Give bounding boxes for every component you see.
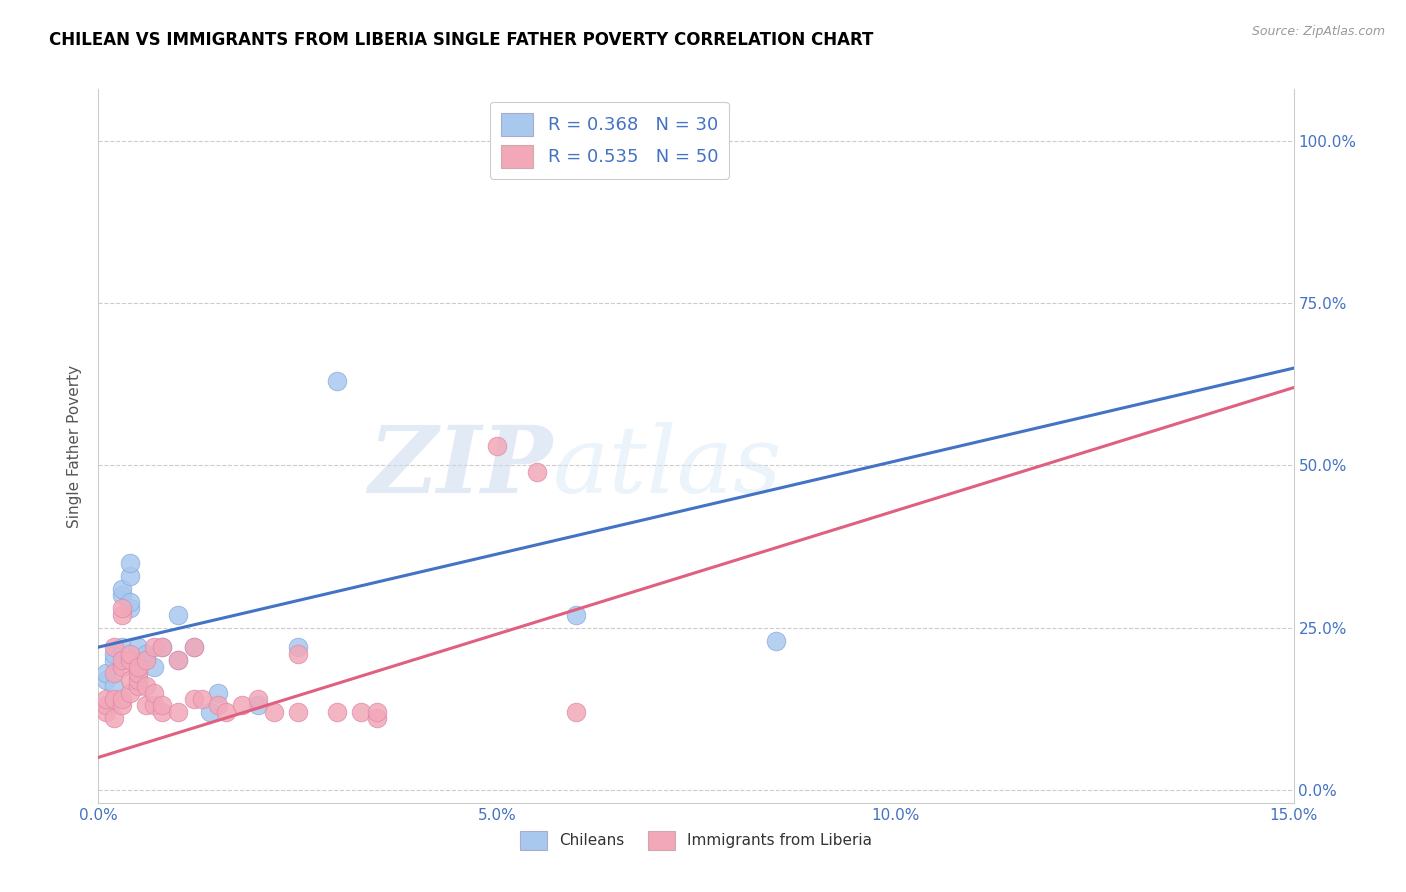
Point	[231, 698, 253, 713]
Point	[207, 685, 229, 699]
Text: Source: ZipAtlas.com: Source: ZipAtlas.com	[1251, 25, 1385, 38]
Point	[150, 698, 173, 713]
Point	[167, 607, 190, 622]
Point	[127, 679, 149, 693]
Point	[127, 659, 149, 673]
Point	[111, 653, 134, 667]
Point	[120, 595, 142, 609]
Point	[103, 692, 125, 706]
Point	[366, 705, 388, 719]
Point	[120, 556, 142, 570]
Point	[485, 439, 508, 453]
Text: CHILEAN VS IMMIGRANTS FROM LIBERIA SINGLE FATHER POVERTY CORRELATION CHART: CHILEAN VS IMMIGRANTS FROM LIBERIA SINGL…	[49, 31, 873, 49]
Point	[366, 711, 388, 725]
Point	[150, 705, 173, 719]
Point	[127, 673, 149, 687]
Point	[111, 692, 134, 706]
Point	[198, 705, 221, 719]
Text: atlas: atlas	[553, 423, 782, 512]
Point	[150, 640, 173, 654]
Point	[103, 666, 125, 681]
Legend: Chileans, Immigrants from Liberia: Chileans, Immigrants from Liberia	[510, 822, 882, 859]
Point	[565, 705, 588, 719]
Point	[127, 659, 149, 673]
Point	[135, 698, 157, 713]
Point	[120, 601, 142, 615]
Point	[111, 698, 134, 713]
Point	[326, 374, 349, 388]
Point	[350, 705, 373, 719]
Point	[215, 705, 238, 719]
Point	[207, 698, 229, 713]
Point	[111, 601, 134, 615]
Point	[191, 692, 214, 706]
Point	[103, 711, 125, 725]
Point	[183, 640, 205, 654]
Point	[127, 666, 149, 681]
Point	[103, 653, 125, 667]
Point	[326, 705, 349, 719]
Point	[111, 582, 134, 596]
Point	[150, 640, 173, 654]
Point	[120, 653, 142, 667]
Point	[263, 705, 285, 719]
Point	[246, 698, 269, 713]
Point	[96, 692, 118, 706]
Text: ZIP: ZIP	[368, 423, 553, 512]
Point	[96, 673, 118, 687]
Point	[103, 647, 125, 661]
Point	[135, 653, 157, 667]
Point	[526, 465, 548, 479]
Point	[287, 647, 309, 661]
Point	[246, 692, 269, 706]
Point	[120, 685, 142, 699]
Point	[287, 640, 309, 654]
Y-axis label: Single Father Poverty: Single Father Poverty	[67, 365, 83, 527]
Point	[111, 588, 134, 602]
Point	[143, 659, 166, 673]
Point	[135, 647, 157, 661]
Point	[765, 633, 787, 648]
Point	[135, 679, 157, 693]
Point	[135, 653, 157, 667]
Point	[167, 653, 190, 667]
Point	[565, 607, 588, 622]
Point	[183, 692, 205, 706]
Point	[120, 568, 142, 582]
Point	[127, 666, 149, 681]
Point	[167, 705, 190, 719]
Point	[183, 640, 205, 654]
Point	[96, 666, 118, 681]
Point	[111, 659, 134, 673]
Point	[111, 607, 134, 622]
Point	[96, 698, 118, 713]
Point	[103, 640, 125, 654]
Point	[127, 640, 149, 654]
Point	[143, 698, 166, 713]
Point	[103, 679, 125, 693]
Point	[143, 640, 166, 654]
Point	[287, 705, 309, 719]
Point	[111, 640, 134, 654]
Point	[96, 705, 118, 719]
Point	[167, 653, 190, 667]
Point	[120, 673, 142, 687]
Point	[120, 647, 142, 661]
Point	[143, 685, 166, 699]
